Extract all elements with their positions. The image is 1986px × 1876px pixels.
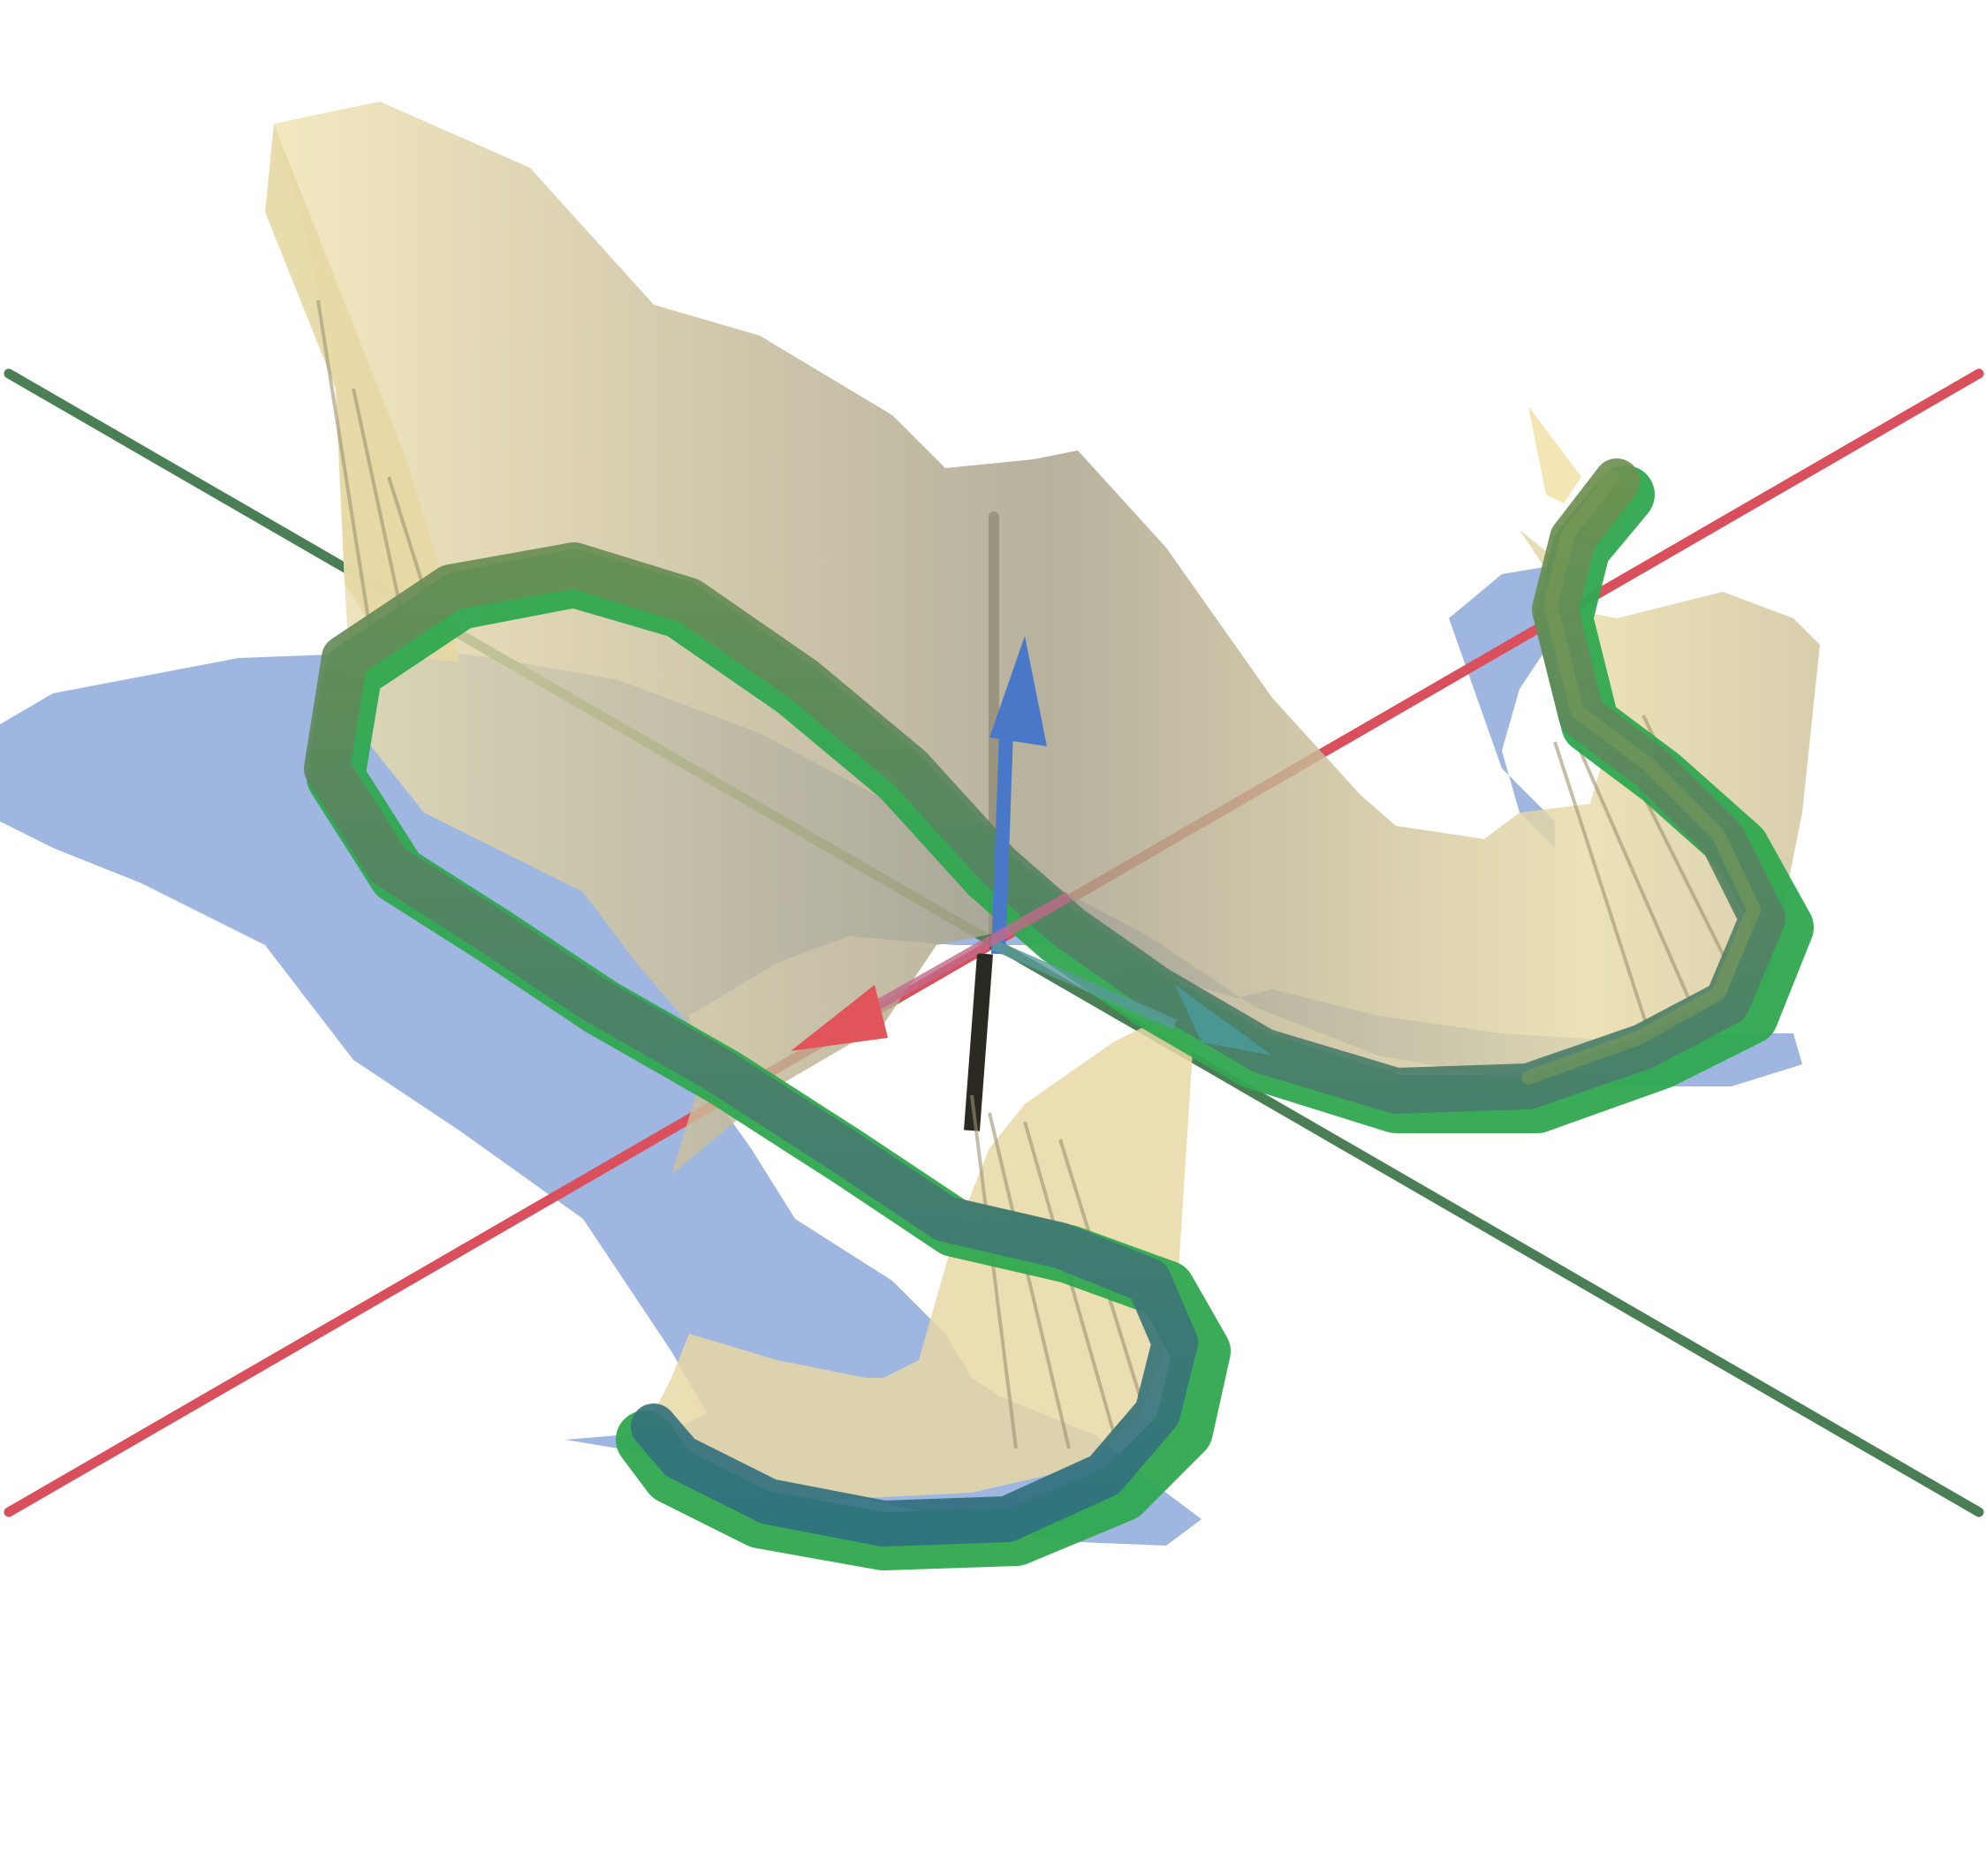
curve-tube bbox=[304, 458, 1814, 1570]
swept-surface bbox=[265, 102, 1820, 1502]
z-arrow bbox=[989, 636, 1047, 955]
y-arrow bbox=[991, 940, 1272, 1055]
x-arrow bbox=[791, 891, 1072, 1051]
